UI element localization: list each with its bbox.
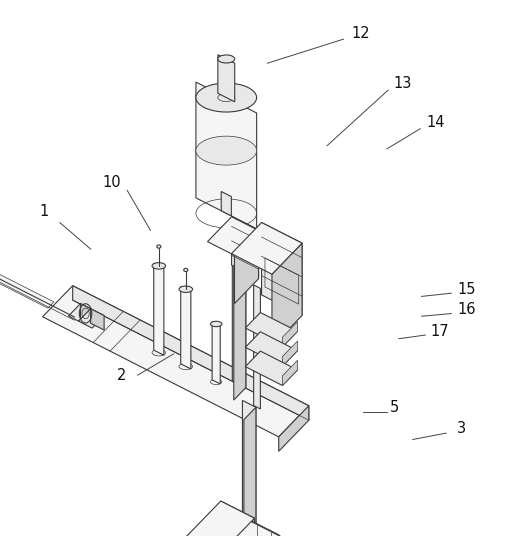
Polygon shape — [154, 263, 164, 355]
Polygon shape — [218, 516, 279, 536]
Ellipse shape — [211, 321, 222, 326]
Polygon shape — [282, 341, 297, 366]
Text: 12: 12 — [351, 26, 370, 41]
Text: 15: 15 — [458, 282, 476, 297]
Ellipse shape — [152, 263, 166, 269]
Polygon shape — [231, 222, 302, 274]
Polygon shape — [254, 285, 261, 409]
Polygon shape — [202, 518, 305, 536]
Polygon shape — [69, 303, 91, 321]
Text: 3: 3 — [457, 421, 467, 436]
Polygon shape — [212, 322, 220, 384]
Text: 13: 13 — [393, 76, 412, 91]
Ellipse shape — [184, 269, 188, 272]
Polygon shape — [282, 360, 297, 385]
Ellipse shape — [196, 136, 257, 165]
Polygon shape — [218, 55, 235, 102]
Polygon shape — [231, 217, 258, 279]
Text: 5: 5 — [390, 400, 399, 415]
Polygon shape — [181, 287, 191, 369]
Polygon shape — [73, 286, 309, 420]
Ellipse shape — [218, 55, 235, 63]
Polygon shape — [208, 217, 258, 255]
Polygon shape — [245, 351, 297, 385]
Polygon shape — [262, 222, 302, 316]
Polygon shape — [234, 195, 246, 400]
Ellipse shape — [196, 83, 257, 112]
Polygon shape — [244, 518, 305, 536]
Polygon shape — [244, 407, 256, 536]
Polygon shape — [0, 263, 54, 308]
Polygon shape — [80, 303, 91, 323]
Text: 1: 1 — [39, 204, 49, 219]
Polygon shape — [279, 406, 309, 451]
Polygon shape — [245, 312, 297, 347]
Text: 17: 17 — [431, 324, 449, 339]
Polygon shape — [235, 230, 258, 303]
Ellipse shape — [179, 286, 193, 293]
Polygon shape — [43, 286, 309, 437]
Polygon shape — [218, 518, 254, 536]
Polygon shape — [221, 191, 231, 216]
Polygon shape — [233, 188, 246, 388]
Polygon shape — [272, 243, 302, 347]
Text: 14: 14 — [427, 115, 445, 130]
Ellipse shape — [157, 245, 161, 248]
Text: 16: 16 — [458, 302, 476, 317]
Polygon shape — [242, 400, 256, 528]
Polygon shape — [282, 322, 297, 347]
Text: 2: 2 — [117, 368, 127, 383]
Polygon shape — [91, 309, 104, 330]
Polygon shape — [78, 309, 104, 328]
Text: 10: 10 — [102, 175, 121, 190]
Polygon shape — [196, 82, 257, 229]
Polygon shape — [220, 188, 246, 207]
Polygon shape — [245, 332, 297, 366]
Polygon shape — [221, 501, 254, 536]
Polygon shape — [185, 501, 254, 536]
